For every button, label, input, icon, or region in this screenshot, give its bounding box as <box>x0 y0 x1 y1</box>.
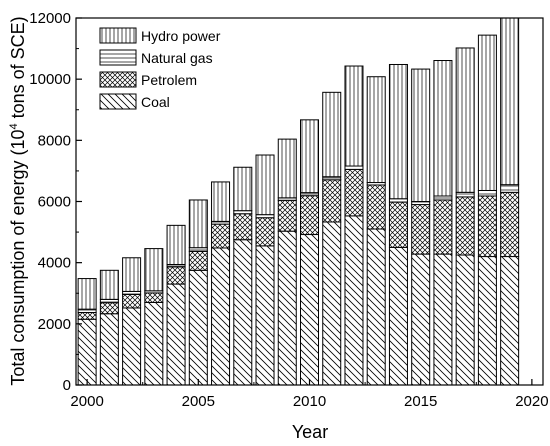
y-axis-title-sup: 4 <box>8 123 20 129</box>
bar-petrolem-2001 <box>99 302 119 315</box>
bar-natural-gas-2005 <box>188 247 208 252</box>
bar-petrolem-2002 <box>122 293 142 309</box>
bar-hydro-power-2013 <box>366 76 386 184</box>
bar-coal-2006 <box>211 247 231 386</box>
bar-coal-2017 <box>455 254 475 386</box>
bar-petrolem-2018 <box>477 195 497 258</box>
legend-swatch-coal <box>99 93 137 110</box>
bar-petrolem-2003 <box>144 292 164 303</box>
legend-swatch-petrolem <box>99 71 137 88</box>
bar-natural-gas-2019 <box>500 184 520 193</box>
bar-coal-2002 <box>122 307 142 386</box>
bar-hydro-power-2002 <box>122 257 142 292</box>
bar-petrolem-2016 <box>433 199 453 255</box>
x-axis-title: Year <box>292 422 328 442</box>
bar-hydro-power-2016 <box>433 60 453 197</box>
legend-label-coal: Coal <box>141 94 170 110</box>
y-tick-label-6000: 6000 <box>38 194 71 211</box>
bar-hydro-power-2011 <box>322 91 342 178</box>
bar-petrolem-2011 <box>322 179 342 223</box>
bar-petrolem-2015 <box>411 204 431 255</box>
bar-hydro-power-2006 <box>211 181 231 222</box>
legend-label-hydro-power: Hydro power <box>141 28 221 44</box>
bar-hydro-power-2010 <box>300 119 319 194</box>
bar-petrolem-2017 <box>455 196 475 256</box>
bar-hydro-power-2003 <box>144 248 164 292</box>
bar-hydro-power-2014 <box>388 63 408 200</box>
legend-swatch-natural-gas <box>99 49 137 66</box>
y-axis-title: Total consumption of energy (104 tons of… <box>8 16 28 385</box>
bar-petrolem-2019 <box>500 191 520 258</box>
bar-petrolem-2005 <box>188 250 208 271</box>
bar-coal-2016 <box>433 253 453 386</box>
legend-label-petrolem: Petrolem <box>141 72 197 88</box>
bar-natural-gas-2016 <box>433 195 453 201</box>
bar-petrolem-2009 <box>277 199 297 232</box>
x-tick-label-2020: 2020 <box>515 393 548 410</box>
bar-natural-gas-2018 <box>477 189 497 197</box>
bar-hydro-power-2018 <box>477 34 497 191</box>
bar-coal-2003 <box>144 301 164 386</box>
y-axis-title-tail: tons of SCE) <box>8 16 28 123</box>
bar-natural-gas-2014 <box>388 198 408 203</box>
bar-coal-2012 <box>344 215 364 386</box>
bar-hydro-power-2008 <box>255 154 275 216</box>
bar-petrolem-2010 <box>300 195 319 236</box>
bar-petrolem-2012 <box>344 168 364 217</box>
bar-petrolem-2014 <box>388 201 408 248</box>
x-tick-label-2005: 2005 <box>182 393 215 410</box>
bar-coal-2008 <box>255 245 275 386</box>
bar-coal-2010 <box>300 234 319 386</box>
bar-petrolem-2007 <box>233 213 253 241</box>
bar-natural-gas-2017 <box>455 191 475 198</box>
bar-hydro-power-2000 <box>77 278 97 310</box>
y-tick-label-2000: 2000 <box>38 316 71 333</box>
x-tick-label-2000: 2000 <box>70 393 103 410</box>
bar-natural-gas-2001 <box>99 298 119 304</box>
x-tick-label-2015: 2015 <box>404 393 437 410</box>
bar-coal-2013 <box>366 228 386 386</box>
bar-petrolem-2008 <box>255 217 275 247</box>
bar-hydro-power-2019 <box>500 17 520 186</box>
bar-coal-2015 <box>411 253 431 386</box>
y-tick-label-8000: 8000 <box>38 132 71 149</box>
bar-hydro-power-2012 <box>344 65 364 167</box>
y-tick-label-4000: 4000 <box>38 255 71 272</box>
bars <box>77 17 520 386</box>
legend-label-natural-gas: Natural gas <box>141 50 213 66</box>
bar-coal-2018 <box>477 256 497 386</box>
bar-coal-2019 <box>500 256 520 386</box>
bar-hydro-power-2001 <box>99 269 119 300</box>
bar-petrolem-2006 <box>211 223 231 249</box>
y-tick-label-12000: 12000 <box>29 10 71 27</box>
bar-coal-2001 <box>99 313 119 386</box>
bar-coal-2009 <box>277 230 297 386</box>
bar-petrolem-2013 <box>366 184 386 230</box>
bar-hydro-power-2015 <box>411 68 431 202</box>
bar-coal-2011 <box>322 221 342 386</box>
bar-coal-2000 <box>77 318 97 386</box>
bar-coal-2005 <box>188 269 208 386</box>
x-tick-label-2010: 2010 <box>293 393 326 410</box>
bar-petrolem-2000 <box>77 312 97 320</box>
bar-natural-gas-2000 <box>77 308 97 314</box>
y-axis-title-main: Total consumption of energy (10 <box>8 130 28 386</box>
bar-coal-2007 <box>233 239 253 386</box>
bar-coal-2004 <box>166 283 186 386</box>
bar-petrolem-2004 <box>166 266 186 285</box>
bar-hydro-power-2007 <box>233 166 253 212</box>
bar-hydro-power-2009 <box>277 138 297 199</box>
bar-hydro-power-2005 <box>188 199 208 249</box>
legend: Hydro power Natural gas Petrolem Coal <box>99 27 221 110</box>
y-tick-label-0: 0 <box>63 377 71 394</box>
bar-coal-2014 <box>388 246 408 386</box>
bar-hydro-power-2004 <box>166 224 186 266</box>
y-tick-label-10000: 10000 <box>29 71 71 88</box>
bar-hydro-power-2017 <box>455 47 475 193</box>
legend-swatch-hydro-power <box>99 27 137 44</box>
